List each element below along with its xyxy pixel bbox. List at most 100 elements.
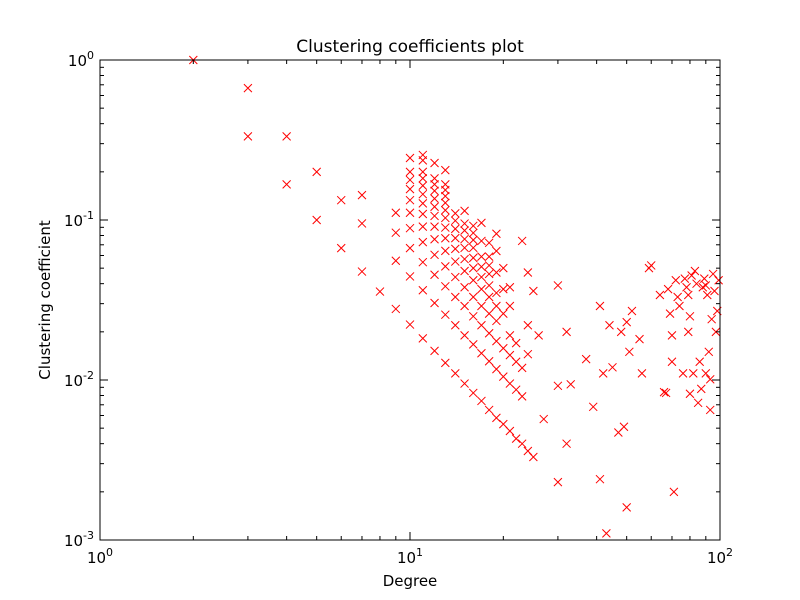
data-point — [696, 384, 706, 394]
data-point — [492, 288, 501, 298]
data-point — [505, 301, 515, 311]
y-tick-label: 10-2 — [64, 369, 94, 390]
x-tick-label: 102 — [707, 546, 733, 567]
data-point — [637, 369, 647, 378]
data-point — [492, 316, 501, 326]
data-point — [523, 268, 533, 277]
data-point — [477, 252, 486, 262]
data-point — [692, 279, 701, 289]
data-point — [661, 388, 671, 398]
data-point — [505, 426, 515, 436]
x-axis-label: Degree — [383, 572, 438, 590]
data-point — [498, 284, 508, 294]
data-point — [440, 233, 450, 243]
data-point — [693, 398, 703, 408]
data-point — [460, 243, 469, 253]
data-point — [430, 186, 439, 196]
data-point — [430, 194, 439, 203]
data-point — [468, 263, 478, 273]
data-point — [460, 379, 469, 388]
data-point — [553, 281, 563, 290]
data-point — [430, 346, 439, 356]
data-point — [440, 191, 450, 201]
data-point — [477, 301, 486, 311]
data-point — [418, 189, 428, 199]
data-point — [357, 219, 367, 228]
data-point — [616, 327, 626, 337]
data-point — [440, 358, 450, 368]
data-point — [671, 275, 681, 285]
data-point — [602, 529, 611, 538]
data-point — [468, 235, 478, 245]
data-point — [492, 268, 501, 277]
data-point — [701, 281, 711, 290]
data-point — [405, 272, 415, 281]
y-tick-label: 10-3 — [64, 529, 94, 550]
data-point — [622, 502, 632, 512]
data-point — [440, 198, 450, 208]
data-point — [699, 274, 709, 283]
data-point — [484, 238, 494, 248]
data-point — [450, 233, 460, 243]
data-point — [477, 218, 486, 228]
data-point — [663, 284, 673, 294]
data-point — [553, 477, 563, 487]
data-point — [683, 290, 693, 300]
data-point — [450, 216, 460, 226]
data-point — [695, 357, 705, 367]
data-point — [405, 320, 415, 329]
data-point — [312, 215, 322, 225]
data-point — [468, 311, 478, 321]
data-point — [523, 320, 533, 330]
data-point — [498, 343, 508, 353]
data-point — [468, 253, 478, 263]
data-point — [581, 354, 591, 364]
data-point — [477, 262, 486, 272]
data-point — [440, 223, 450, 232]
data-point — [430, 158, 439, 168]
data-point — [312, 167, 322, 177]
data-point — [391, 304, 401, 314]
data-point — [498, 309, 508, 318]
data-point — [667, 357, 677, 367]
data-point — [534, 331, 543, 340]
data-point — [619, 422, 629, 432]
points-layer — [188, 55, 724, 538]
data-point — [680, 274, 690, 283]
data-point — [687, 271, 696, 280]
data-point — [492, 364, 501, 374]
data-point — [405, 223, 415, 233]
data-point — [450, 320, 460, 330]
data-point — [667, 331, 677, 340]
data-point — [669, 487, 679, 497]
data-point — [430, 202, 439, 212]
data-point — [460, 234, 469, 244]
data-point — [498, 419, 508, 429]
data-point — [517, 236, 527, 246]
data-point — [243, 83, 253, 93]
data-point — [484, 252, 494, 262]
data-point — [460, 219, 469, 228]
data-point — [702, 290, 712, 300]
data-point — [430, 211, 439, 221]
data-point — [460, 254, 469, 264]
data-point — [605, 320, 614, 330]
data-point — [418, 155, 428, 165]
data-point — [460, 206, 469, 216]
data-point — [440, 246, 450, 256]
data-point — [418, 209, 428, 219]
data-point — [468, 292, 478, 302]
data-point — [682, 282, 691, 292]
data-point — [418, 222, 428, 231]
tick-labels: 100 101 102 10-3 10-2 10-1 100 — [64, 49, 733, 567]
data-point — [477, 236, 486, 246]
data-point — [655, 290, 665, 300]
data-point — [523, 349, 533, 359]
data-point — [468, 243, 478, 253]
data-point — [562, 327, 571, 337]
data-point — [418, 334, 428, 343]
data-point — [440, 165, 450, 175]
plot-frame — [99, 59, 721, 541]
y-tick-label: 10-1 — [64, 209, 94, 230]
